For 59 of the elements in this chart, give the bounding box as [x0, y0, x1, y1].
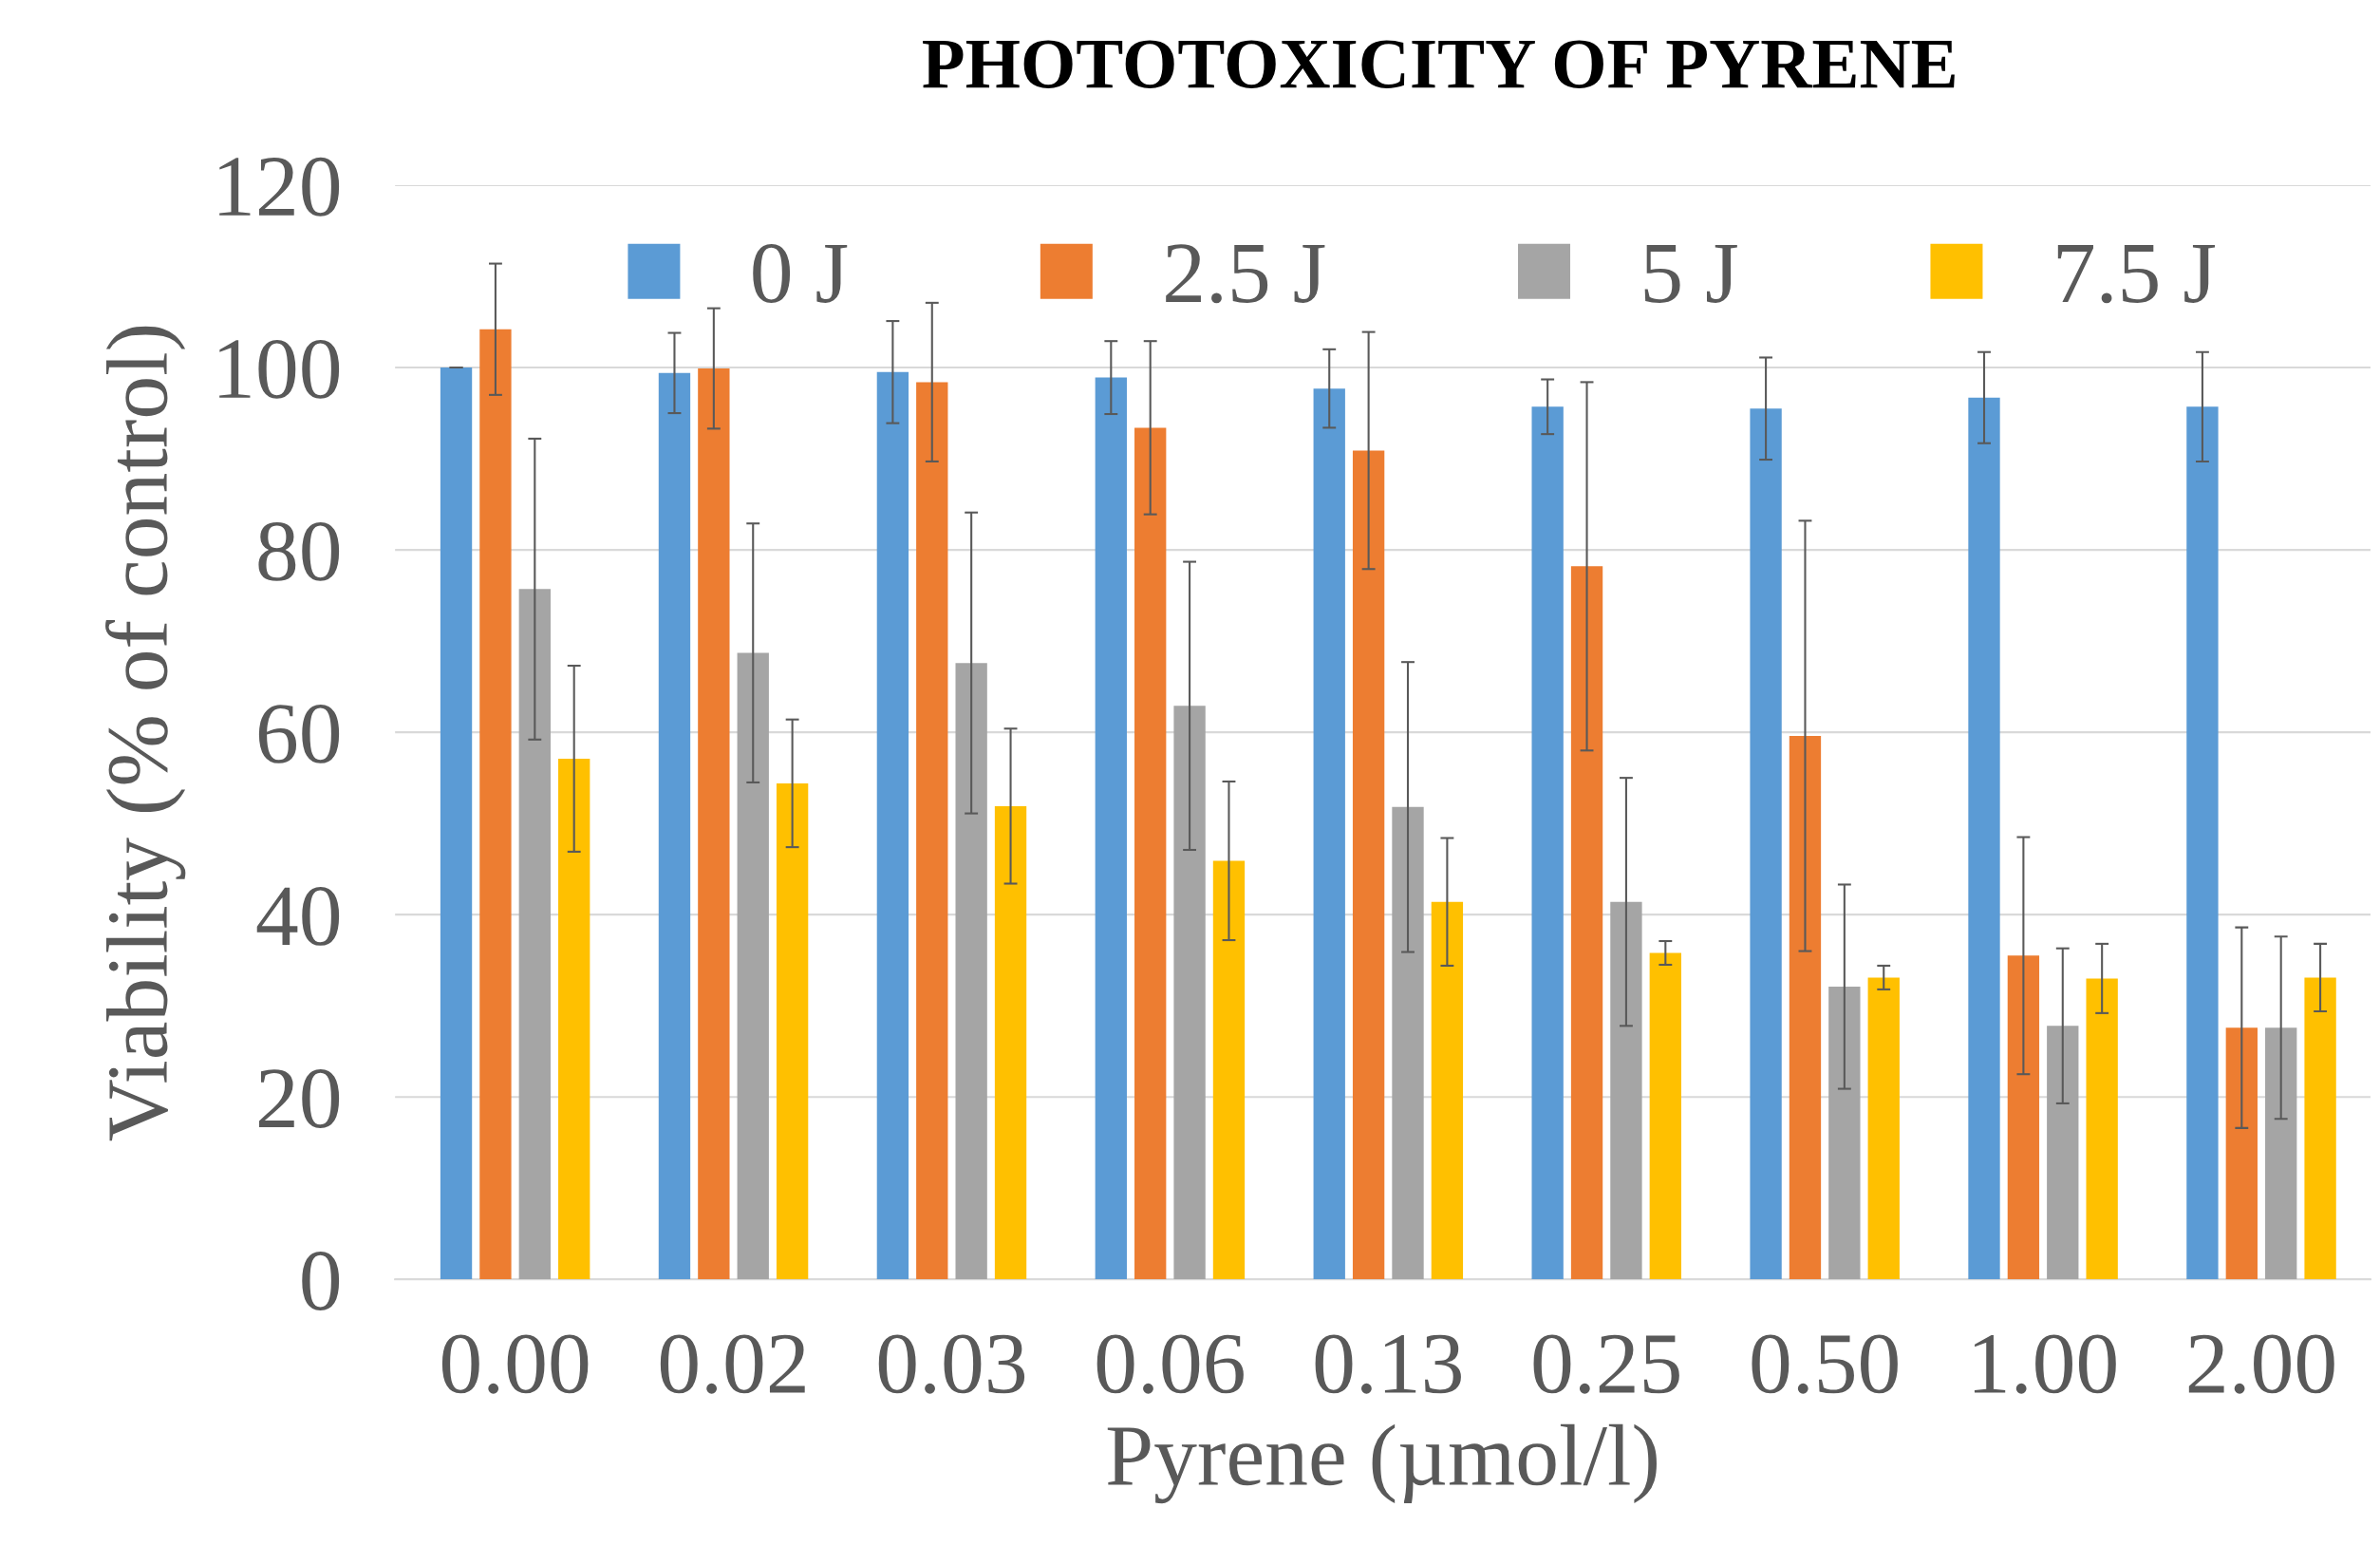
- bar: [1570, 566, 1603, 1280]
- x-tick-label: 0.06: [1096, 1334, 1244, 1394]
- y-tick-label: 20: [258, 1069, 340, 1128]
- y-tick-label: 0: [302, 1252, 340, 1310]
- bar: [955, 663, 987, 1280]
- legend-label: 2.5 J: [1166, 244, 1325, 304]
- bar: [1392, 806, 1424, 1280]
- x-tick-label: 0.50: [1752, 1334, 1898, 1394]
- y-tick-label: 40: [256, 887, 340, 946]
- bar: [1610, 901, 1642, 1280]
- bar: [2047, 1026, 2079, 1280]
- bar: [876, 371, 909, 1280]
- bar: [698, 368, 730, 1280]
- legend-label: 0 J: [753, 244, 848, 303]
- bar: [2304, 977, 2336, 1280]
- bar: [1134, 427, 1167, 1280]
- x-tick-label: 1.00: [1974, 1334, 2116, 1394]
- bar: [2225, 1027, 2258, 1280]
- bar: [2265, 1027, 2297, 1280]
- bar: [518, 589, 551, 1280]
- bar: [1750, 408, 1782, 1280]
- bar: [1649, 952, 1681, 1280]
- x-tick-label: 0.03: [878, 1334, 1025, 1394]
- x-tick-label: 2.00: [2188, 1334, 2334, 1394]
- bar: [1095, 377, 1127, 1280]
- y-tick-label: 80: [258, 521, 340, 581]
- bar: [1352, 450, 1385, 1280]
- x-tick-label: 0.00: [441, 1334, 589, 1394]
- x-axis-title: Pyrene (µmol/l): [1107, 1423, 1657, 1504]
- bar: [1431, 901, 1464, 1280]
- bar: [1212, 860, 1246, 1280]
- legend-label: 7.5 J: [2057, 245, 2216, 304]
- bar: [994, 805, 1027, 1280]
- y-tick-label: 120: [219, 157, 340, 217]
- y-axis-title: Viability (% of control): [105, 326, 186, 1141]
- bar: [479, 329, 512, 1280]
- x-tick-label: 0.02: [660, 1334, 805, 1394]
- bar: [1531, 406, 1564, 1280]
- bar: [776, 782, 809, 1280]
- bar: [440, 367, 473, 1280]
- x-tick-label: 0.25: [1533, 1334, 1679, 1394]
- x-tick-label: 0.13: [1315, 1334, 1461, 1394]
- bar: [558, 758, 590, 1280]
- bar: [2007, 955, 2040, 1280]
- chart-title: PHOTOTOXICITY OF PYRENE: [923, 40, 1955, 88]
- bar: [2186, 406, 2219, 1280]
- bar: [1173, 706, 1206, 1280]
- y-tick-label: 100: [219, 339, 340, 399]
- bar: [1828, 987, 1861, 1280]
- bar: [916, 382, 948, 1280]
- bar: [1867, 977, 1900, 1280]
- bar: [1789, 735, 1822, 1280]
- legend-label: 5 J: [1644, 245, 1737, 303]
- bar: [1968, 397, 2000, 1280]
- y-tick-label: 60: [258, 704, 340, 763]
- bar: [1313, 388, 1345, 1280]
- bar: [2086, 978, 2118, 1280]
- bar: [737, 652, 769, 1280]
- bar: [658, 372, 691, 1280]
